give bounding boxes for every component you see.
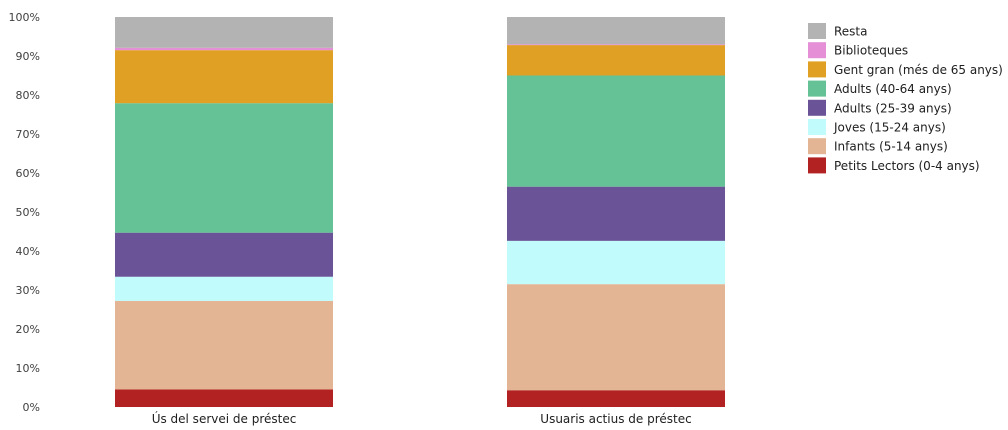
y-tick-label: 60% bbox=[16, 167, 40, 180]
bar-segment bbox=[115, 50, 333, 104]
bar-segment bbox=[507, 284, 725, 391]
bar-stack bbox=[507, 17, 725, 407]
y-axis: 0% 10% 20% 30% 40% 50% 60% 70% 80% 90% 100% bbox=[9, 11, 40, 414]
y-tick-label: 40% bbox=[16, 245, 40, 258]
bar-segment bbox=[115, 17, 333, 48]
y-tick-label: 90% bbox=[16, 50, 40, 63]
legend-swatch bbox=[808, 138, 826, 155]
bar-segment bbox=[507, 17, 725, 45]
legend-item: Petits Lectors (0-4 anys) bbox=[808, 157, 980, 174]
bar-segment bbox=[507, 186, 725, 241]
bar-segment bbox=[115, 232, 333, 277]
legend-swatch bbox=[808, 119, 826, 135]
bar-segment bbox=[507, 240, 725, 285]
bar-segment bbox=[507, 45, 725, 76]
legend-item: Adults (40-64 anys) bbox=[808, 80, 952, 97]
bars bbox=[115, 17, 725, 407]
y-tick-label: 20% bbox=[16, 323, 40, 336]
bar-stack bbox=[115, 17, 333, 407]
legend-label: Adults (40-64 anys) bbox=[834, 82, 952, 96]
legend: Resta Biblioteques Gent gran (més de 65 an… bbox=[808, 23, 1003, 174]
legend-label: Infants (5-14 anys) bbox=[834, 140, 948, 154]
legend-label: Joves (15-24 anys) bbox=[833, 121, 946, 135]
bar-segment bbox=[115, 300, 333, 390]
bar-segment bbox=[507, 390, 725, 407]
bar-segment bbox=[507, 44, 725, 46]
bar-segment bbox=[115, 389, 333, 407]
x-axis: Ús del servei de préstec Usuaris actius d… bbox=[152, 411, 692, 426]
legend-item: Resta bbox=[808, 23, 868, 39]
legend-label: Adults (25-39 anys) bbox=[834, 101, 952, 115]
bar-segment bbox=[115, 47, 333, 51]
legend-label: Resta bbox=[834, 25, 868, 39]
legend-swatch bbox=[808, 157, 826, 174]
y-tick-label: 30% bbox=[16, 284, 40, 297]
y-tick-label: 10% bbox=[16, 362, 40, 375]
legend-item: Infants (5-14 anys) bbox=[808, 138, 948, 155]
bar-segment bbox=[115, 276, 333, 301]
y-tick-label: 50% bbox=[16, 206, 40, 219]
legend-item: Joves (15-24 anys) bbox=[808, 119, 946, 135]
legend-item: Adults (25-39 anys) bbox=[808, 99, 952, 116]
legend-item: Biblioteques bbox=[808, 42, 908, 59]
legend-swatch bbox=[808, 99, 826, 116]
legend-label: Gent gran (més de 65 anys) bbox=[834, 63, 1003, 77]
y-tick-label: 80% bbox=[16, 89, 40, 102]
legend-label: Petits Lectors (0-4 anys) bbox=[834, 159, 980, 173]
x-category-label: Ús del servei de préstec bbox=[152, 411, 297, 426]
legend-swatch bbox=[808, 42, 826, 59]
legend-swatch bbox=[808, 80, 826, 97]
legend-label: Biblioteques bbox=[834, 44, 908, 58]
y-tick-label: 70% bbox=[16, 128, 40, 141]
x-category-label: Usuaris actius de préstec bbox=[540, 412, 691, 426]
legend-swatch bbox=[808, 61, 826, 78]
y-tick-label: 100% bbox=[9, 11, 40, 24]
y-tick-label: 0% bbox=[23, 401, 40, 414]
legend-item: Gent gran (més de 65 anys) bbox=[808, 61, 1003, 78]
legend-swatch bbox=[808, 23, 826, 39]
bar-segment bbox=[507, 75, 725, 187]
bar-segment bbox=[115, 103, 333, 233]
